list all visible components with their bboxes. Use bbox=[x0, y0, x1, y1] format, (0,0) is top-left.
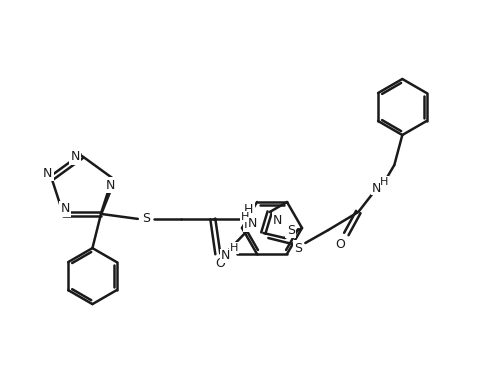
Text: H: H bbox=[240, 212, 249, 222]
Text: N: N bbox=[106, 178, 115, 192]
Text: S: S bbox=[294, 241, 302, 255]
Text: H: H bbox=[380, 177, 389, 187]
Text: O: O bbox=[335, 237, 345, 251]
Text: S: S bbox=[142, 212, 150, 225]
Text: N: N bbox=[71, 151, 80, 163]
Text: N: N bbox=[248, 217, 258, 230]
Text: N: N bbox=[371, 181, 381, 195]
Text: S: S bbox=[287, 223, 295, 237]
Text: N: N bbox=[273, 213, 282, 227]
Text: N: N bbox=[60, 202, 70, 215]
Text: O: O bbox=[215, 257, 225, 270]
Text: H: H bbox=[230, 243, 238, 253]
Text: N: N bbox=[220, 250, 230, 262]
Text: H
N: H N bbox=[244, 203, 254, 231]
Text: N: N bbox=[43, 167, 52, 180]
